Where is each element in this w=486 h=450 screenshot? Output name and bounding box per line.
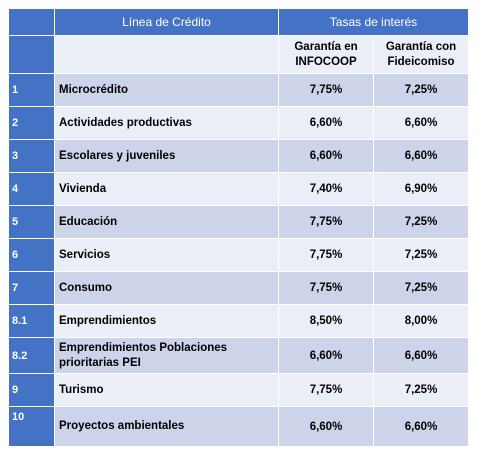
row-rate-infocoop: 7,75% [278, 238, 374, 272]
row-rate-fideicomiso: 8,00% [373, 304, 469, 338]
row-credit-line: Proyectos ambientales [54, 406, 279, 447]
table-row: 3 Escolares y juveniles 6,60% 6,60% [8, 139, 469, 173]
row-rate-infocoop: 8,50% [278, 304, 374, 338]
row-credit-line: Educación [54, 205, 279, 239]
row-rate-fideicomiso: 7,25% [373, 73, 469, 107]
row-rate-infocoop: 6,60% [278, 406, 374, 447]
row-credit-line: Servicios [54, 238, 279, 272]
table-row: 4 Vivienda 7,40% 6,90% [8, 172, 469, 206]
row-credit-line: Escolares y juveniles [54, 139, 279, 173]
row-number: 9 [8, 373, 55, 407]
row-credit-line: Consumo [54, 271, 279, 305]
row-rate-fideicomiso: 6,60% [373, 337, 469, 374]
row-rate-fideicomiso: 7,25% [373, 373, 469, 407]
row-number: 7 [8, 271, 55, 305]
table-row: 8.1 Emprendimientos 8,50% 8,00% [8, 304, 469, 338]
header-interest-rates: Tasas de interés [278, 8, 469, 36]
row-rate-infocoop: 7,75% [278, 271, 374, 305]
table-row: 10 Proyectos ambientales 6,60% 6,60% [8, 406, 469, 447]
subheader-row: Garantía en INFOCOOP Garantía con Fideic… [8, 35, 469, 74]
table-row: 8.2 Emprendimientos Poblaciones priorita… [8, 337, 469, 374]
table-row: 1 Microcrédito 7,75% 7,25% [8, 73, 469, 107]
row-number: 2 [8, 106, 55, 140]
table-row: 6 Servicios 7,75% 7,25% [8, 238, 469, 272]
row-rate-fideicomiso: 6,60% [373, 106, 469, 140]
row-number: 5 [8, 205, 55, 239]
subheader-fideicomiso: Garantía con Fideicomiso [373, 35, 469, 74]
table-row: 7 Consumo 7,75% 7,25% [8, 271, 469, 305]
row-number: 3 [8, 139, 55, 173]
row-credit-line: Vivienda [54, 172, 279, 206]
interest-rates-table: Línea de Crédito Tasas de interés Garant… [8, 8, 469, 447]
row-number: 6 [8, 238, 55, 272]
subheader-blank [54, 35, 279, 74]
row-rate-infocoop: 6,60% [278, 337, 374, 374]
subheader-corner [8, 35, 55, 74]
row-rate-fideicomiso: 6,90% [373, 172, 469, 206]
row-number: 1 [8, 73, 55, 107]
row-rate-infocoop: 7,75% [278, 373, 374, 407]
row-number: 8.1 [8, 304, 55, 338]
table-row: 9 Turismo 7,75% 7,25% [8, 373, 469, 407]
row-credit-line: Emprendimientos [54, 304, 279, 338]
row-credit-line: Emprendimientos Poblaciones prioritarias… [54, 337, 279, 374]
row-rate-fideicomiso: 7,25% [373, 205, 469, 239]
row-rate-infocoop: 7,75% [278, 73, 374, 107]
row-rate-infocoop: 6,60% [278, 139, 374, 173]
row-rate-infocoop: 6,60% [278, 106, 374, 140]
row-number: 8.2 [8, 337, 55, 374]
subheader-infocoop: Garantía en INFOCOOP [278, 35, 374, 74]
header-credit-line: Línea de Crédito [54, 8, 279, 36]
row-rate-fideicomiso: 6,60% [373, 406, 469, 447]
row-rate-fideicomiso: 6,60% [373, 139, 469, 173]
table-row: 2 Actividades productivas 6,60% 6,60% [8, 106, 469, 140]
row-rate-fideicomiso: 7,25% [373, 238, 469, 272]
row-number: 4 [8, 172, 55, 206]
row-credit-line: Microcrédito [54, 73, 279, 107]
row-rate-fideicomiso: 7,25% [373, 271, 469, 305]
header-corner [8, 8, 55, 36]
row-credit-line: Turismo [54, 373, 279, 407]
table-row: 5 Educación 7,75% 7,25% [8, 205, 469, 239]
interest-rates-table-container: Línea de Crédito Tasas de interés Garant… [8, 8, 469, 447]
row-credit-line: Actividades productivas [54, 106, 279, 140]
row-rate-infocoop: 7,75% [278, 205, 374, 239]
row-rate-infocoop: 7,40% [278, 172, 374, 206]
row-number: 10 [8, 406, 55, 447]
header-row: Línea de Crédito Tasas de interés [8, 8, 469, 36]
